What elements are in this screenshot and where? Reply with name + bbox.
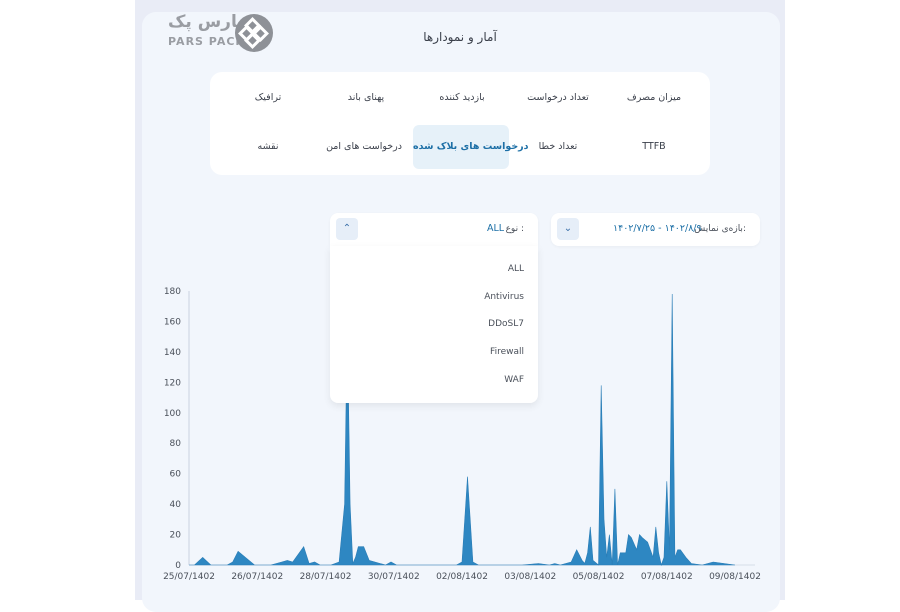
date-range-filter[interactable]: ⌄ ۱۴۰۲/۷/۲۵ - ۱۴۰۲/۸/۹ بازه‌ی نمایش: [551,213,760,246]
x-tick-label: 30/07/1402 [368,572,420,582]
chevron-up-icon[interactable]: ⌃ [336,218,358,240]
date-range-label: بازه‌ی نمایش: [694,224,746,234]
y-tick-label: 0 [175,561,181,571]
tab-error-count[interactable]: تعداد خطا [538,141,578,152]
option-ddosl7[interactable]: DDoSL7 [488,319,524,329]
tab-request-count[interactable]: تعداد درخواست [527,92,589,103]
series-area [189,293,736,567]
option-antivirus[interactable]: Antivirus [484,292,524,302]
tab-ttfb[interactable]: TTFB [642,141,666,152]
stats-tabs: میزان مصرف تعداد درخواست بازدید کننده په… [210,72,710,175]
tab-map[interactable]: نقشه [257,141,279,152]
option-firewall[interactable]: Firewall [490,347,524,357]
brand-name-en: PARS PACK [168,35,245,48]
x-tick-label: 02/08/1402 [436,572,488,582]
type-filter[interactable]: ⌃ ALL نوع : [330,213,538,246]
x-tick-label: 26/07/1402 [231,572,283,582]
tab-usage[interactable]: میزان مصرف [626,92,682,103]
y-tick-label: 180 [164,287,181,297]
y-tick-label: 40 [170,500,182,510]
date-range-value: ۱۴۰۲/۷/۲۵ - ۱۴۰۲/۸/۹ [613,223,702,234]
x-tick-label: 07/08/1402 [641,572,693,582]
x-tick-label: 05/08/1402 [573,572,625,582]
y-tick-label: 120 [164,378,181,388]
x-tick-label: 09/08/1402 [709,572,761,582]
y-tick-label: 60 [170,470,182,480]
tab-blocked-requests[interactable]: درخواست های بلاک شده [413,125,529,169]
y-tick-label: 80 [170,439,182,449]
brand-mark-icon [235,14,273,52]
type-label: نوع : [505,224,524,234]
tab-safe-requests[interactable]: درخواست های امن [326,141,402,152]
y-tick-label: 20 [170,531,182,541]
tab-bandwidth[interactable]: پهنای باند [347,92,385,103]
option-all[interactable]: ALL [507,264,524,274]
option-waf[interactable]: WAF [504,375,524,385]
y-tick-label: 100 [164,409,181,419]
page-title: آمار و نمودارها [423,30,497,44]
x-tick-label: 25/07/1402 [163,572,215,582]
y-tick-label: 140 [164,348,181,358]
y-tick-label: 160 [164,317,181,327]
x-tick-label: 03/08/1402 [504,572,556,582]
type-value: ALL [487,223,505,234]
x-tick-label: 28/07/1402 [300,572,352,582]
type-dropdown-menu: ALL Antivirus DDoSL7 Firewall WAF [330,246,538,403]
brand-name-fa: پارس پک [168,12,244,32]
tab-traffic[interactable]: ترافیک [254,92,282,103]
chevron-down-icon[interactable]: ⌄ [557,218,579,240]
tab-visitors[interactable]: بازدید کننده [439,92,485,103]
